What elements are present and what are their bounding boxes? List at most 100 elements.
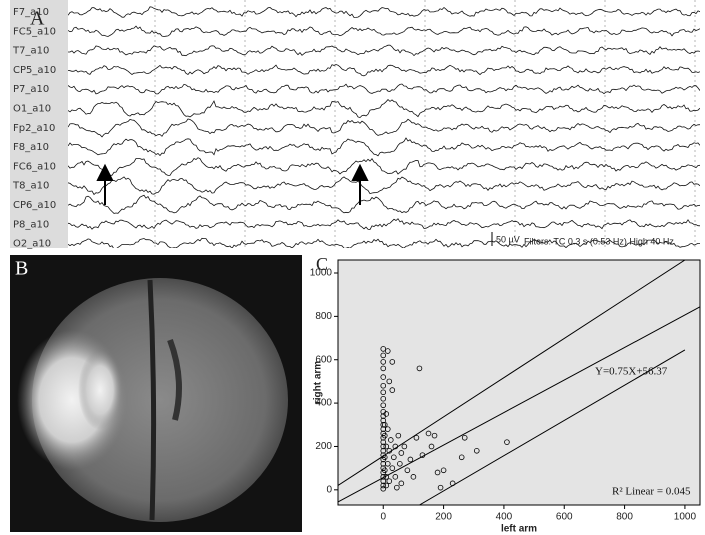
point (397, 461, 403, 467)
point (392, 474, 399, 480)
point (380, 447, 387, 454)
point (383, 443, 390, 450)
point (386, 447, 393, 454)
point (401, 443, 408, 450)
point (504, 439, 510, 445)
point (384, 426, 391, 432)
point (389, 359, 396, 365)
point (380, 395, 387, 402)
point (392, 443, 399, 450)
point (386, 378, 393, 385)
panel-label: C (316, 254, 328, 274)
point (473, 447, 480, 454)
point (407, 456, 414, 463)
eeg-trace (68, 194, 700, 214)
lesion (78, 350, 122, 430)
point (381, 432, 388, 439)
point (425, 430, 432, 437)
point (398, 450, 405, 456)
y-tick-label: 200 (315, 441, 332, 452)
point (380, 482, 387, 489)
point (380, 365, 387, 372)
point (437, 484, 444, 491)
point (380, 389, 387, 396)
channel-column (10, 0, 68, 248)
channel-label: O1_a10 (13, 104, 51, 115)
channel-label: T7_a10 (12, 46, 49, 57)
channel-label: P7_a10 (13, 84, 49, 95)
point (383, 474, 390, 480)
point (387, 437, 394, 443)
point (389, 387, 396, 393)
eeg-trace (68, 176, 700, 196)
channel-label: O2_a10 (13, 239, 51, 250)
plot-inner (338, 260, 700, 505)
point (383, 482, 390, 489)
eeg-trace (68, 64, 700, 77)
point (383, 411, 390, 417)
ventricle (167, 338, 182, 421)
point (380, 352, 387, 359)
point (381, 467, 388, 474)
y-tick-label: 1000 (310, 268, 333, 279)
channel-label: CP6_a10 (13, 200, 56, 211)
y-axis-label: right arm (313, 361, 324, 404)
eeg-trace (68, 83, 700, 95)
eeg-trace (68, 118, 700, 138)
eeg-trace (68, 6, 700, 18)
point (404, 467, 411, 474)
point (384, 348, 391, 354)
point (380, 485, 387, 492)
eeg-trace (68, 44, 700, 57)
panel-label: A (30, 8, 45, 30)
point (428, 443, 435, 450)
fit-line (338, 306, 700, 503)
channel-label: Fp2_a10 (13, 123, 55, 134)
eeg-trace (68, 237, 700, 248)
channel-label: FC5_a10 (13, 26, 56, 37)
point (380, 443, 387, 450)
channel-label: P8_a10 (13, 219, 49, 230)
midline (147, 279, 157, 521)
point (380, 374, 387, 380)
point (380, 474, 387, 480)
point (416, 365, 423, 372)
point (380, 402, 387, 409)
r2-label: R² Linear = 0.045 (612, 486, 691, 498)
point (449, 480, 456, 487)
point (381, 421, 388, 428)
x-tick-label: 1000 (674, 512, 697, 523)
point (413, 434, 420, 441)
y-tick-label: 0 (326, 484, 332, 495)
plot-area (337, 259, 701, 506)
eeg-trace (68, 137, 700, 157)
channel-label: FC6_a10 (13, 161, 56, 172)
point (386, 478, 393, 484)
point (381, 454, 388, 461)
point (380, 439, 387, 445)
point (434, 469, 441, 476)
x-tick-label: 800 (616, 512, 633, 523)
x-tick-label: 200 (435, 512, 452, 523)
equation: Y=0.75X+56.37 (595, 366, 668, 378)
point (398, 480, 405, 487)
eeg-panel (10, 0, 700, 248)
point (384, 461, 391, 467)
point (380, 346, 387, 352)
eeg-trace (68, 99, 700, 119)
point (391, 454, 397, 461)
point (380, 478, 387, 484)
point (380, 421, 387, 428)
point (431, 432, 438, 439)
eeg-trace (68, 25, 700, 37)
arrows (96, 163, 369, 205)
plot: 0 200 400 600 800 1000 0 200 400 600 800 1000 left a… (310, 260, 700, 535)
filter-label: Filters: TC 0.3 s (0.53 Hz) High 40 Hz (524, 236, 674, 246)
channel-label: CP5_a10 (13, 65, 56, 76)
x-tick-label: 600 (556, 512, 573, 523)
channel-label: F8_a10 (13, 142, 49, 153)
point (458, 454, 465, 461)
point (419, 452, 426, 458)
x-tick-label: 400 (496, 512, 513, 523)
channel-label: F7_a10 (13, 7, 49, 18)
